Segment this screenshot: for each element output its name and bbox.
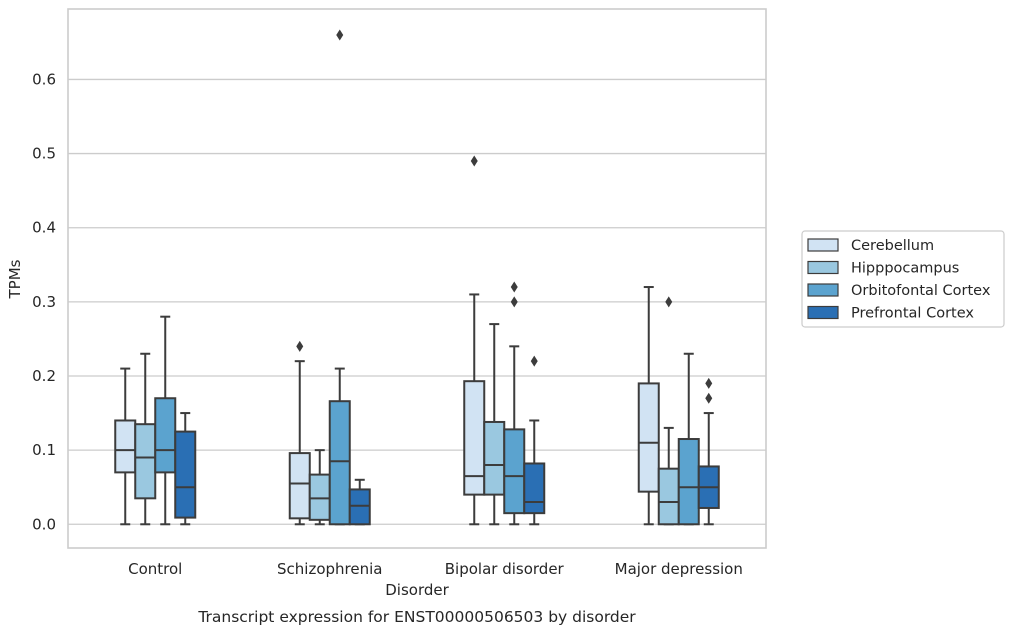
figure-caption: Transcript expression for ENST0000050650… — [197, 608, 636, 626]
box-prefrontal-cortex-schizophrenia — [348, 478, 371, 526]
outlier-point — [510, 281, 518, 293]
box-orbitofontal-cortex-major-depression — [677, 352, 700, 526]
box-prefrontal-cortex-major-depression — [697, 377, 720, 526]
legend-entry-label: Cerebellum — [851, 238, 934, 254]
y-tick-labels: 0.0 0.1 0.2 0.3 0.4 0.5 0.6 — [32, 70, 56, 533]
box-prefrontal-cortex-bipolar-disorder — [523, 355, 546, 526]
box-iqr — [637, 382, 660, 493]
y-tick-label: 0.6 — [32, 70, 56, 88]
y-tick-label: 0.0 — [32, 515, 56, 533]
box-cerebellum-major-depression — [637, 286, 660, 526]
x-tick-label: Major depression — [615, 560, 743, 578]
box-iqr — [328, 400, 351, 526]
legend-swatch — [807, 283, 839, 297]
box-iqr — [154, 397, 177, 474]
y-axis-label: TPMs — [6, 259, 24, 299]
box-iqr — [503, 428, 526, 515]
outlier-point — [336, 29, 344, 41]
box-prefrontal-cortex-control — [174, 412, 197, 526]
box-cerebellum-control — [114, 367, 137, 526]
box-iqr — [114, 419, 137, 474]
box-iqr — [657, 467, 680, 526]
legend-entry-label: Prefrontal Cortex — [851, 306, 974, 322]
box-iqr — [523, 462, 546, 515]
box-iqr — [483, 420, 506, 496]
x-axis-label: Disorder — [385, 581, 449, 599]
y-tick-label: 0.1 — [32, 441, 56, 459]
box-iqr — [288, 452, 311, 520]
outlier-point — [510, 296, 518, 308]
x-tick-labels: Control Schizophrenia Bipolar disorder Majo… — [128, 560, 743, 578]
outlier-point — [705, 392, 713, 404]
outlier-point — [530, 355, 538, 367]
x-tick-label: Schizophrenia — [277, 560, 382, 578]
x-tick-label: Bipolar disorder — [445, 560, 565, 578]
box-iqr — [348, 488, 371, 526]
box-iqr — [677, 438, 700, 526]
outlier-point — [705, 377, 713, 389]
plot-frame — [67, 8, 767, 549]
outlier-point — [296, 340, 304, 352]
y-tick-label: 0.2 — [32, 367, 56, 385]
legend-swatch — [807, 238, 839, 252]
legend-frame — [801, 230, 1005, 328]
box-hipppocampus-bipolar-disorder — [483, 323, 506, 526]
legend: Cerebellum Hipppocampus Orbitofontal Corte… — [801, 230, 1005, 328]
y-tick-label: 0.4 — [32, 219, 56, 237]
box-groups — [114, 29, 720, 526]
legend-swatch — [807, 260, 839, 275]
box-iqr — [308, 473, 331, 521]
outlier-point — [470, 155, 478, 167]
box-iqr — [174, 430, 197, 519]
y-tick-label: 0.3 — [32, 293, 56, 311]
legend-entry-label: Hipppocampus — [851, 261, 959, 277]
box-cerebellum-bipolar-disorder — [463, 155, 486, 526]
box-orbitofontal-cortex-schizophrenia — [328, 29, 351, 526]
box-iqr — [463, 380, 486, 496]
x-tick-label: Control — [128, 560, 182, 578]
box-hipppocampus-control — [134, 352, 157, 526]
outlier-point — [665, 296, 673, 308]
y-tick-label: 0.5 — [32, 145, 56, 163]
legend-swatch — [807, 305, 839, 320]
legend-entry-label: Orbitofontal Cortex — [851, 283, 991, 299]
box-iqr — [134, 423, 157, 500]
